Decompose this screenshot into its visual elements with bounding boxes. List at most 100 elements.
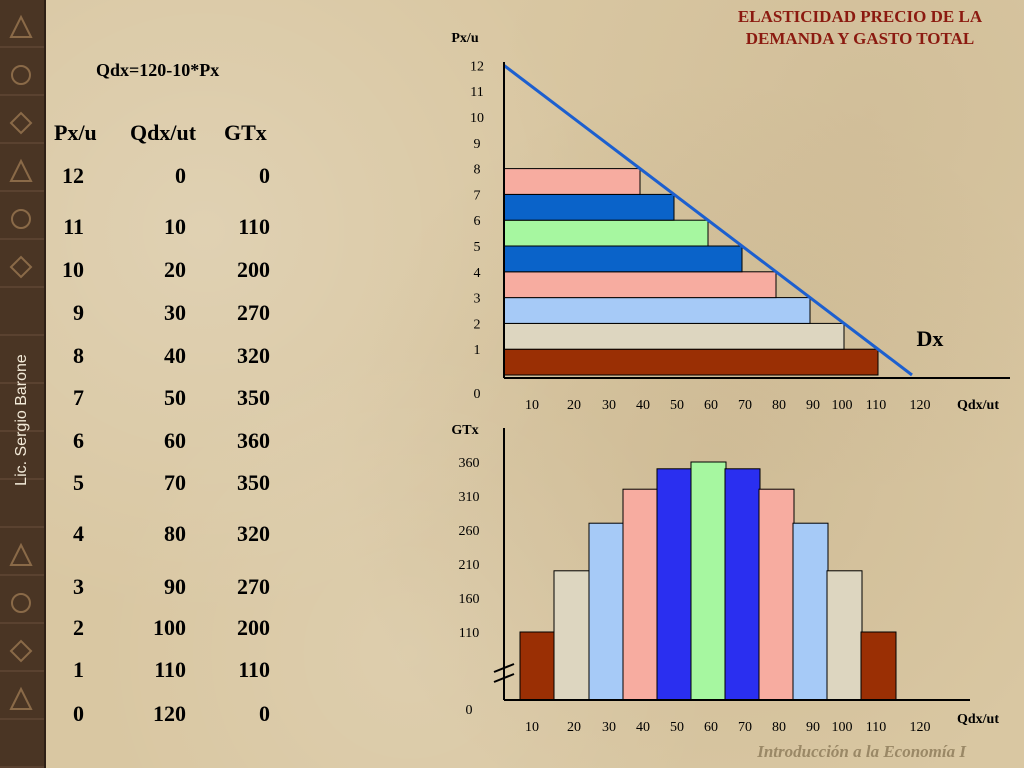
cell-price: 12 (62, 163, 84, 188)
ornament-icon (9, 639, 33, 663)
footer-course: Introducción a la Economía I (757, 742, 966, 761)
cell-expenditure: 270 (237, 300, 270, 325)
cell-expenditure: 350 (237, 385, 270, 410)
y-tick-label-top: 6 (474, 214, 481, 229)
y-tick-label-top: 10 (470, 111, 484, 126)
x-tick-label-bottom: 30 (602, 720, 616, 735)
x-tick-label-bottom: 10 (525, 720, 539, 735)
ornament-icon (9, 111, 33, 135)
cell-quantity: 10 (164, 214, 186, 239)
x-tick-label-top: 90 (806, 398, 820, 413)
cell-quantity: 100 (153, 615, 186, 640)
cell-price: 8 (73, 343, 84, 368)
y-tick-label-top: 9 (474, 137, 481, 152)
cell-expenditure: 110 (238, 657, 270, 682)
header-price: Px/u (54, 120, 97, 145)
cell-quantity: 30 (164, 300, 186, 325)
cell-expenditure: 360 (237, 428, 270, 453)
decorative-side-strip: Lic. Sergio Barone (0, 0, 46, 768)
y-axis-title-top: Px/u (451, 31, 478, 46)
y-tick-label-top: 1 (474, 343, 481, 358)
expenditure-bar (519, 631, 556, 701)
page-title: ELASTICIDAD PRECIO DE LA DEMANDA Y GASTO… (704, 6, 1016, 50)
cell-expenditure: 270 (237, 574, 270, 599)
y-tick-label-top: 12 (470, 59, 484, 74)
cell-quantity: 0 (175, 163, 186, 188)
cell-price: 4 (73, 521, 84, 546)
expenditure-bar (758, 488, 795, 701)
cell-expenditure: 320 (237, 521, 270, 546)
x-tick-label-bottom: 70 (738, 720, 752, 735)
expenditure-bar (724, 468, 761, 701)
cell-expenditure: 350 (237, 470, 270, 495)
y-tick-label-bottom: 0 (466, 703, 473, 718)
ornament-icon (11, 209, 31, 229)
y-tick-label-top: 0 (474, 387, 481, 402)
price-bar (503, 168, 641, 195)
expenditure-bar (860, 631, 897, 701)
axis-break-mark (493, 663, 515, 673)
price-bar (503, 348, 879, 376)
y-tick-label-bottom: 110 (459, 626, 479, 641)
x-tick-label-top: 110 (866, 398, 886, 413)
cell-price: 5 (73, 470, 84, 495)
ornament-icon (9, 542, 33, 566)
x-tick-label-top: 40 (636, 398, 650, 413)
price-bar (503, 193, 675, 221)
y-tick-label-bottom: 310 (459, 490, 480, 505)
y-tick-label-bottom: 210 (459, 558, 480, 573)
ornament-icon (11, 65, 31, 85)
cell-price: 1 (73, 657, 84, 682)
expenditure-bar (690, 461, 727, 701)
cell-expenditure: 0 (259, 701, 270, 726)
cell-quantity: 90 (164, 574, 186, 599)
expenditure-bar (622, 488, 659, 701)
price-bar (503, 322, 845, 350)
demand-line (503, 64, 913, 377)
x-tick-label-bottom: 90 (806, 720, 820, 735)
cell-price: 7 (73, 385, 84, 410)
cell-quantity: 60 (164, 428, 186, 453)
x-tick-label-top: 20 (567, 398, 581, 413)
ornament-icon (9, 14, 33, 38)
x-tick-label-top: 50 (670, 398, 684, 413)
y-axis-title-bottom: GTx (451, 423, 478, 438)
x-tick-label-bottom: 20 (567, 720, 581, 735)
price-bar (503, 271, 777, 299)
price-bar (503, 245, 743, 273)
x-tick-label-bottom: 50 (670, 720, 684, 735)
cell-quantity: 80 (164, 521, 186, 546)
x-tick-label-bottom: 60 (704, 720, 718, 735)
cell-price: 6 (73, 428, 84, 453)
cell-expenditure: 0 (259, 163, 270, 188)
expenditure-bar (588, 522, 625, 701)
y-tick-label-top: 11 (470, 85, 483, 100)
ornament-icon (9, 255, 33, 279)
y-tick-label-top: 7 (474, 188, 481, 203)
x-tick-label-top: 70 (738, 398, 752, 413)
cell-quantity: 20 (164, 257, 186, 282)
expenditure-bar (792, 522, 829, 701)
cell-quantity: 40 (164, 343, 186, 368)
cell-quantity: 70 (164, 470, 186, 495)
axis-break-mark (493, 673, 515, 683)
y-tick-label-top: 3 (474, 292, 481, 307)
y-tick-label-bottom: 260 (459, 524, 480, 539)
x-axis-title-bottom: Qdx/ut (957, 712, 999, 727)
expenditure-bar (656, 468, 693, 701)
cell-price: 3 (73, 574, 84, 599)
ornament-icon (9, 686, 33, 710)
cell-price: 0 (73, 701, 84, 726)
x-tick-label-bottom: 40 (636, 720, 650, 735)
demand-label: Dx (917, 326, 944, 351)
x-tick-label-top: 60 (704, 398, 718, 413)
y-tick-label-top: 2 (474, 317, 481, 332)
x-tick-label-top: 100 (832, 398, 853, 413)
x-tick-label-bottom: 110 (866, 720, 886, 735)
x-tick-label-bottom: 80 (772, 720, 786, 735)
y-tick-label-top: 5 (474, 240, 481, 255)
y-tick-label-bottom: 360 (459, 456, 480, 471)
x-tick-label-bottom: 100 (832, 720, 853, 735)
page-title-line1: ELASTICIDAD PRECIO DE LA (737, 7, 983, 26)
